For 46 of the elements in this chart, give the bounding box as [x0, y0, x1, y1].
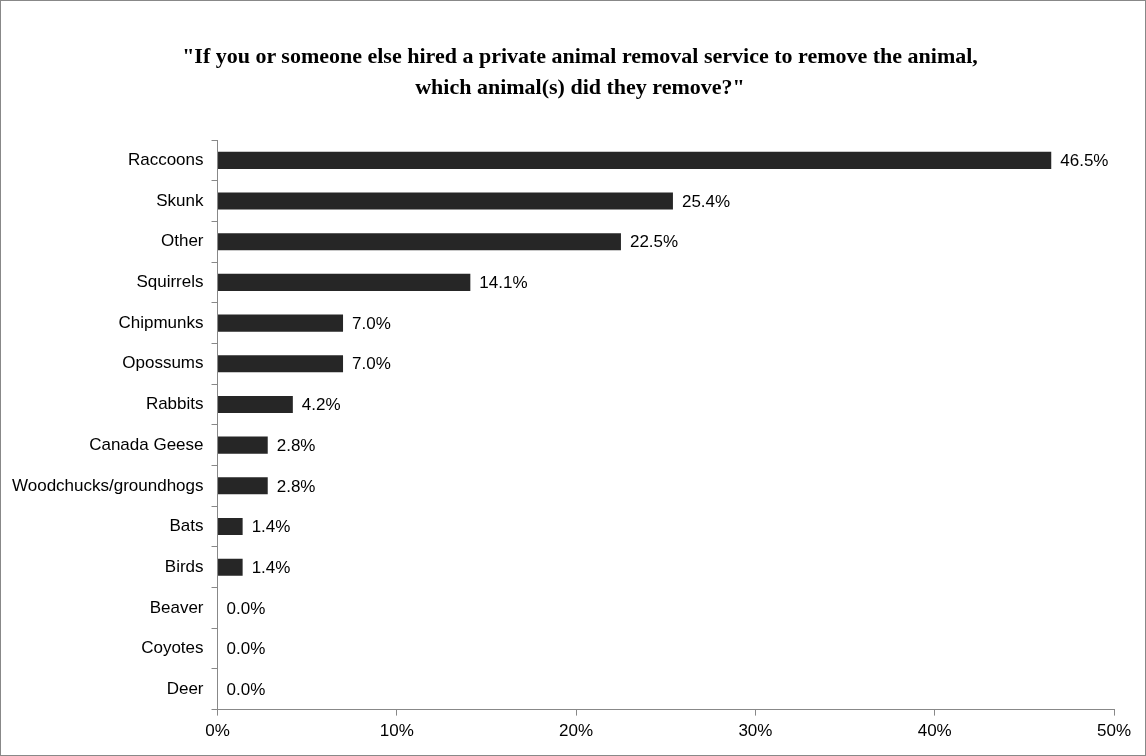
bar: [218, 517, 243, 536]
data-label: 22.5%: [629, 232, 679, 252]
data-label: 2.8%: [276, 435, 316, 455]
y-tick-label: Rabbits: [145, 394, 204, 414]
bar: [218, 355, 344, 373]
data-label: 4.2%: [301, 395, 341, 415]
data-label: 0.0%: [226, 598, 266, 618]
x-tick-label: 0%: [205, 721, 230, 741]
chart-title: "If you or someone else hired a private animal removal service to remove the animal, which animal(s) did they remove?": [181, 42, 979, 101]
y-tick-label: Coyotes: [141, 638, 204, 658]
data-label: 0.0%: [226, 679, 266, 699]
y-tick-label: Beaver: [149, 597, 204, 617]
y-tick-label: Birds: [164, 556, 204, 576]
data-label: 1.4%: [251, 517, 291, 537]
x-tick-label: 10%: [379, 721, 414, 741]
y-tick-label: Squirrels: [136, 272, 204, 292]
bar: [218, 273, 471, 291]
bar: [218, 233, 621, 251]
y-tick-label: Bats: [169, 516, 204, 536]
x-tick-label: 40%: [917, 721, 952, 741]
data-label: 0.0%: [226, 639, 266, 659]
bar: [218, 151, 1052, 169]
y-tick-label: Other: [161, 231, 204, 251]
y-tick-label: Canada Geese: [89, 434, 204, 454]
y-tick-label: Chipmunks: [118, 312, 204, 332]
data-label: 46.5%: [1060, 151, 1109, 171]
data-label: 2.8%: [276, 476, 316, 496]
y-tick-label: Woodchucks/groundhogs: [11, 475, 204, 495]
y-tick-label: Raccoons: [127, 150, 204, 170]
bar: [218, 477, 268, 495]
bar: [218, 395, 293, 413]
bar: [218, 192, 673, 210]
data-label: 7.0%: [352, 313, 391, 333]
y-tick-label: Deer: [166, 678, 204, 698]
bar: [218, 558, 243, 576]
y-tick-label: Opossums: [122, 353, 204, 373]
bar: [218, 436, 268, 454]
data-label: 1.4%: [251, 557, 291, 577]
data-label: 14.1%: [479, 273, 528, 293]
data-label: 7.0%: [352, 354, 391, 374]
y-tick-label: Skunk: [156, 190, 205, 210]
x-tick-label: 30%: [738, 721, 773, 741]
x-tick-label: 50%: [1096, 721, 1132, 741]
data-label: 25.4%: [681, 191, 731, 211]
x-tick-label: 20%: [559, 721, 594, 741]
bar: [218, 314, 344, 332]
